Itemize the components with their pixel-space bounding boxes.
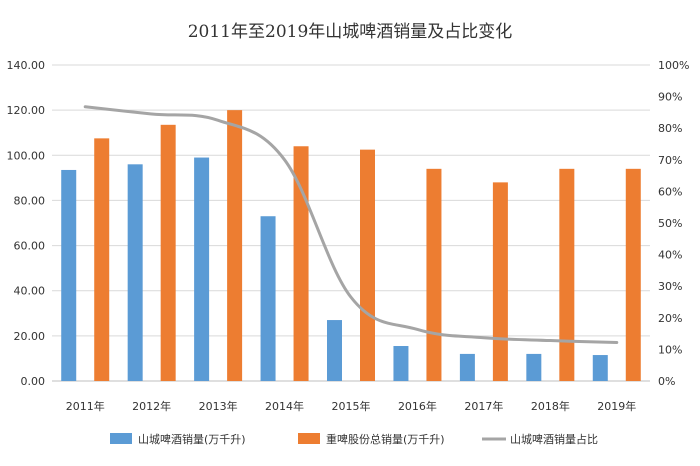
bar [194,157,210,381]
legend-label: 山城啤酒销量(万千升) [138,432,246,446]
share-line [83,105,619,344]
y-left-tick-label: 40.00 [14,285,46,298]
x-tick-label: 2013年 [199,399,238,413]
bar [426,168,442,381]
bar [260,216,276,381]
x-tick-label: 2014年 [265,399,304,413]
y-left-tick-label: 100.00 [7,149,46,162]
y-left-tick-label: 120.00 [7,104,46,117]
bar [227,110,243,382]
y-right-tick-label: 20% [658,312,682,325]
line-series [83,105,619,344]
y-right-tick-label: 0% [658,375,675,388]
bar [393,346,409,381]
y-right-tick-label: 40% [658,249,682,262]
y-right-tick-label: 60% [658,185,682,198]
bar [559,168,575,381]
bar [526,353,542,381]
x-tick-label: 2017年 [464,399,503,413]
x-tick-label: 2016年 [398,399,437,413]
x-tick-label: 2018年 [531,399,570,413]
x-tick-label: 2011年 [66,399,105,413]
x-tick-label: 2019年 [597,399,636,413]
bar [61,169,77,381]
y-right-tick-label: 100% [658,59,689,72]
grid-lines [52,64,650,382]
y-right-tick-label: 70% [658,154,682,167]
bars [61,110,641,382]
y-left-tick-label: 20.00 [14,330,46,343]
y-right-tick-label: 30% [658,280,682,293]
y-right-tick-label: 80% [658,122,682,135]
bar [127,164,143,381]
bar [592,355,608,381]
y-right-tick-label: 10% [658,343,682,356]
bar [160,124,176,382]
bar [293,146,309,381]
y-right-tick-label: 90% [658,91,682,104]
chart-title: 2011年至2019年山城啤酒销量及占比变化 [188,22,513,42]
x-tick-label: 2012年 [132,399,171,413]
y-left-tick-label: 140.00 [7,59,46,72]
y-left-tick-label: 80.00 [14,194,46,207]
axes: 0.00 20.00 40.00 60.00 80.00 100.00 120.00 140.… [7,59,690,413]
y-right-tick-label: 50% [658,217,682,230]
y-left-tick-label: 60.00 [14,240,46,253]
legend-label: 重啤股份总销量(万千升) [326,432,445,446]
bar [360,149,375,381]
bar [459,353,475,381]
legend-swatch [298,433,320,444]
legend-swatch [110,433,132,444]
x-tick-label: 2015年 [332,399,371,413]
bar [94,138,110,381]
bar [327,320,342,381]
y-left-tick-label: 0.00 [21,375,46,388]
bar [492,182,508,381]
legend: 山城啤酒销量(万千升) 重啤股份总销量(万千升) 山城啤酒销量占比 [110,432,598,446]
bar [625,168,641,381]
legend-label: 山城啤酒销量占比 [510,432,598,446]
